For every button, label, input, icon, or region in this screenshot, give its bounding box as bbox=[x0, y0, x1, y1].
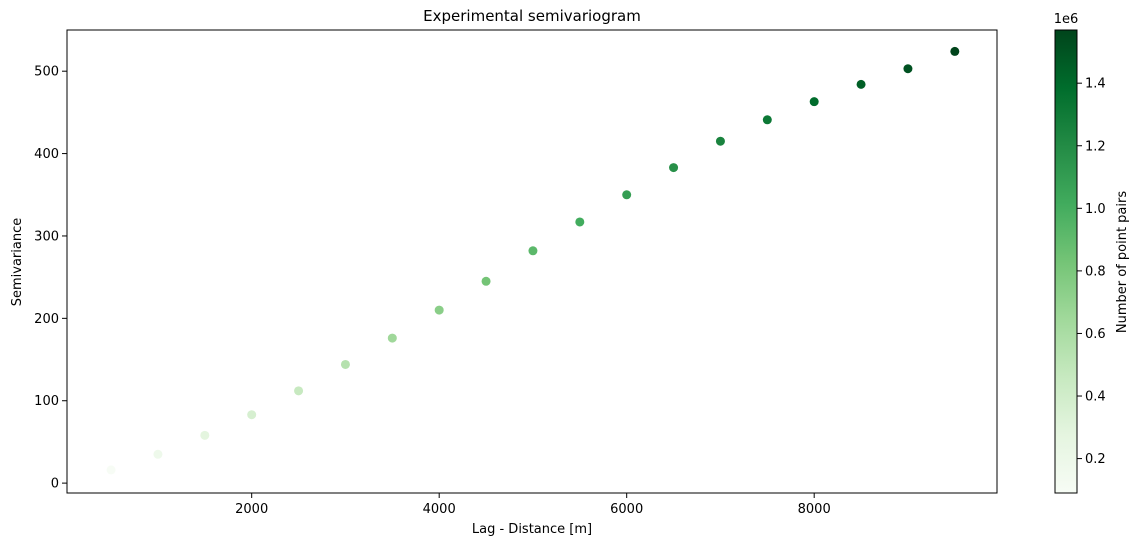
scatter-points bbox=[106, 46, 960, 475]
data-point bbox=[106, 465, 116, 475]
colorbar-label: Number of point pairs bbox=[1115, 191, 1130, 333]
y-tick-label: 400 bbox=[34, 147, 59, 162]
x-axis: 2000 4000 6000 8000 bbox=[235, 493, 831, 517]
x-tick-label: 4000 bbox=[423, 502, 456, 517]
colorbar-axis: 0.2 0.4 0.6 0.8 1.0 1.2 1.4 bbox=[1077, 77, 1106, 467]
data-point bbox=[575, 217, 585, 227]
data-point bbox=[903, 64, 913, 74]
x-axis-label: Lag - Distance [m] bbox=[472, 522, 592, 537]
data-point bbox=[153, 449, 163, 459]
y-tick-label: 500 bbox=[34, 65, 59, 80]
data-point bbox=[294, 386, 304, 396]
plot-area bbox=[66, 29, 998, 494]
data-point bbox=[809, 97, 819, 107]
data-point bbox=[856, 79, 866, 89]
data-point bbox=[622, 190, 632, 200]
y-axis: 0 100 200 300 400 500 bbox=[34, 65, 67, 492]
colorbar-tick-label: 1.2 bbox=[1085, 139, 1106, 154]
x-tick-label: 8000 bbox=[798, 502, 831, 517]
data-point bbox=[762, 115, 772, 125]
colorbar-tick-label: 0.6 bbox=[1085, 327, 1106, 342]
y-axis-label: Semivariance bbox=[10, 218, 25, 307]
data-point bbox=[481, 276, 491, 286]
data-point bbox=[528, 246, 538, 256]
data-point bbox=[669, 163, 679, 173]
colorbar-tick-label: 0.2 bbox=[1085, 452, 1106, 467]
data-point bbox=[340, 359, 350, 369]
data-point bbox=[387, 333, 397, 343]
colorbar-tick-label: 1.4 bbox=[1085, 77, 1106, 92]
colorbar bbox=[1054, 29, 1078, 494]
colorbar-offset-label: 1e6 bbox=[1054, 12, 1079, 27]
y-tick-label: 300 bbox=[34, 229, 59, 244]
x-tick-label: 2000 bbox=[235, 502, 268, 517]
colorbar-tick-label: 1.0 bbox=[1085, 202, 1106, 217]
y-tick-label: 200 bbox=[34, 312, 59, 327]
data-point bbox=[247, 410, 257, 420]
colorbar-tick-label: 0.4 bbox=[1085, 390, 1106, 405]
y-tick-label: 0 bbox=[51, 477, 59, 492]
chart-title: Experimental semivariogram bbox=[423, 7, 641, 25]
data-point bbox=[200, 430, 210, 440]
data-point bbox=[950, 46, 960, 56]
data-point bbox=[715, 136, 725, 146]
colorbar-tick-label: 0.8 bbox=[1085, 264, 1106, 279]
y-tick-label: 100 bbox=[34, 394, 59, 409]
x-tick-label: 6000 bbox=[610, 502, 643, 517]
data-point bbox=[434, 305, 444, 315]
